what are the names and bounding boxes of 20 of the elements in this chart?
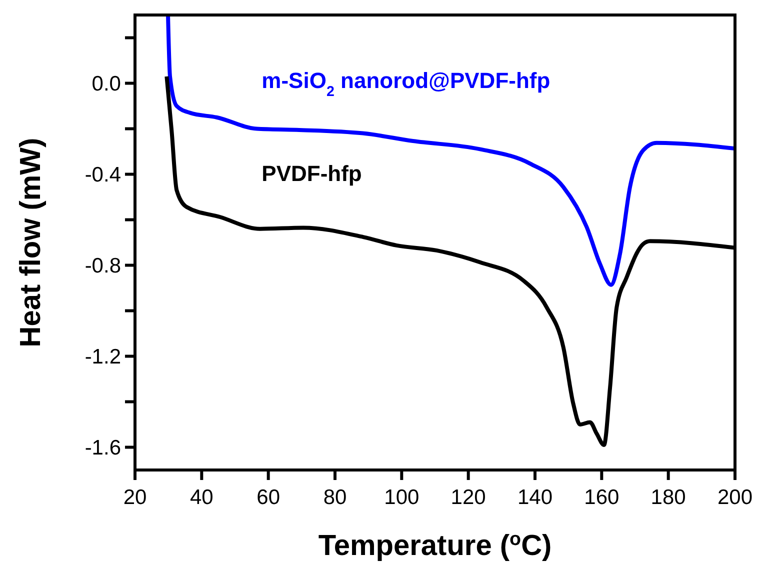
y-tick-label: -1.2 [84,346,121,369]
y-tick-label: -0.4 [84,164,122,187]
x-tick-label: 60 [256,486,280,509]
y-tick-label: -0.8 [84,254,121,278]
y-tick-label: -1.6 [84,436,121,460]
x-tick-label: 140 [517,486,553,509]
x-tick-label: 180 [650,486,686,509]
x-tick-label: 200 [717,486,753,509]
x-axis-title: Temperature ($^{o}$C) [318,528,552,562]
series-label: PVDF-hfp [262,161,362,186]
y-tick-label: 0.0 [92,72,121,96]
series-label: m-SiO$_{2}$ nanorod@PVDF-hfp [262,68,550,100]
x-tick-label: 80 [323,486,347,509]
x-tick-label: 20 [123,486,147,509]
line-series [166,15,735,287]
x-tick-label: 40 [190,486,214,509]
y-axis-title: Heat flow (mW) [15,138,47,348]
x-tick-label: 160 [584,486,620,509]
x-tick-label: 120 [450,486,486,509]
x-tick-label: 100 [384,486,420,509]
